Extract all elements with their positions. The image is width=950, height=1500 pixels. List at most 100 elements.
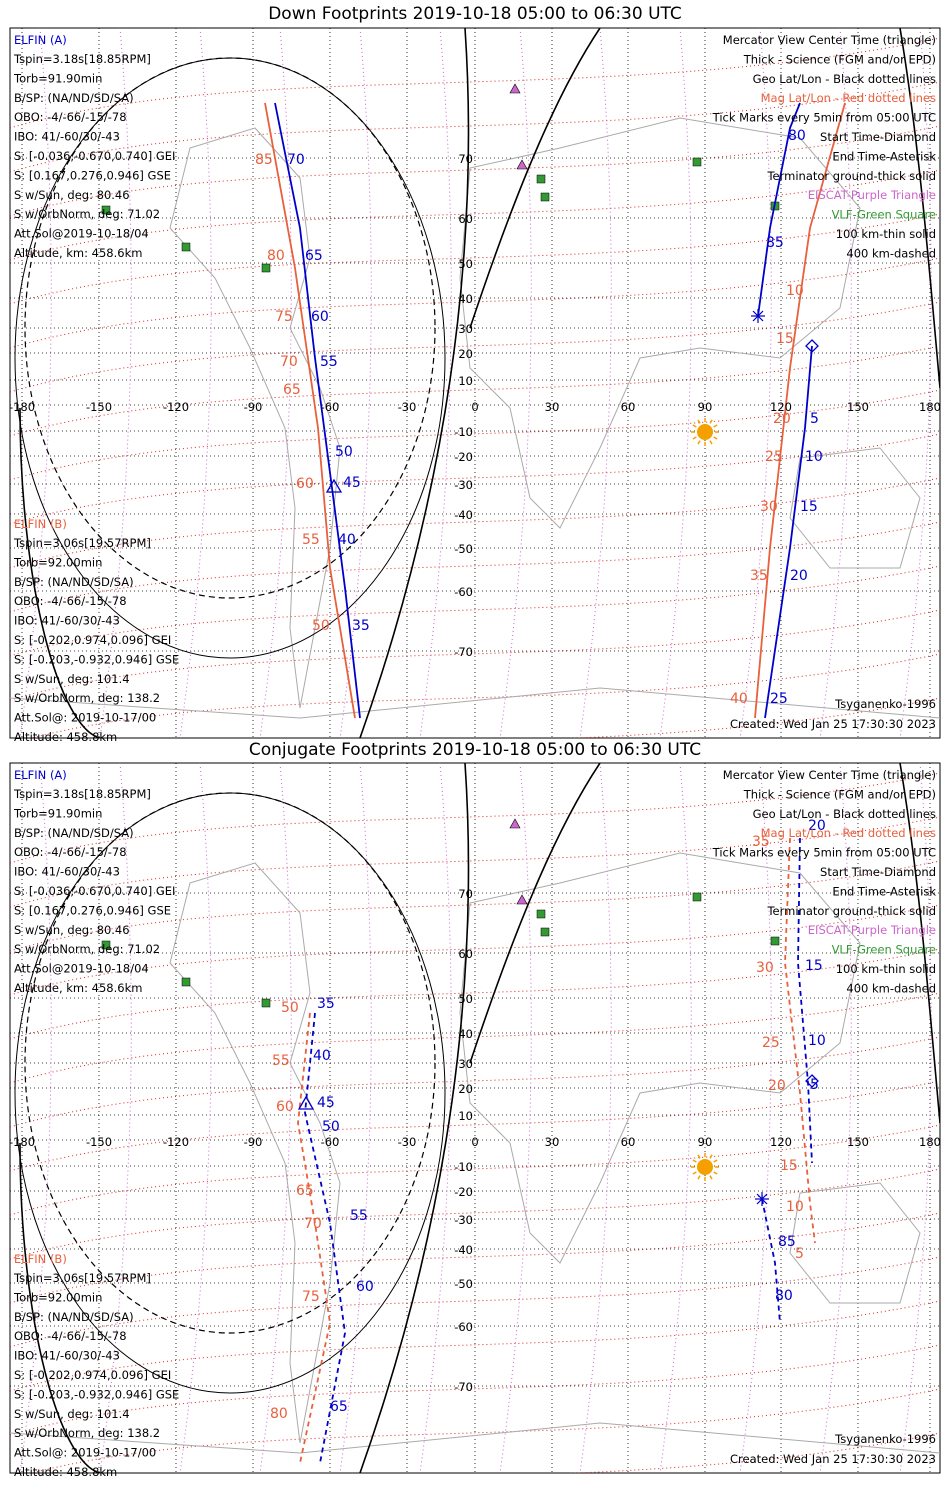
elfin-b-track-asia xyxy=(784,837,816,1244)
lat-tick-label: 70 xyxy=(458,887,473,901)
elfin-a-info-line: S w/Sun, deg: 80.46 xyxy=(14,188,130,202)
eurasia-africa-outline xyxy=(459,117,861,529)
elfin-a-info-line: OBO: -4/-66/-15/-78 xyxy=(14,845,127,859)
lat-tick-label: 40 xyxy=(458,292,473,306)
legend-entry: Terminator ground-thick solid xyxy=(766,904,936,918)
mag-lon-line xyxy=(259,28,292,738)
elfin-b-tick-label: 20 xyxy=(768,1078,786,1094)
lat-tick-label: 50 xyxy=(458,992,473,1006)
map-content: 70 65 60 55 50 45 40 35 80 85 5 10 15 20 25 85 80 75 70 65 6… xyxy=(10,28,940,738)
elfin-b-info-line: Altitude: 458.8km xyxy=(14,730,117,744)
lat-tick-label: -40 xyxy=(454,1243,473,1257)
elfin-a-tick-label: 80 xyxy=(775,1288,793,1304)
elfin-b-tick-label: 25 xyxy=(765,449,783,465)
elfin-b-track-americas xyxy=(264,102,356,719)
elfin-a-tick-label: 65 xyxy=(305,248,323,264)
lon-tick-label: 0 xyxy=(471,1135,478,1149)
lat-tick-label: 10 xyxy=(458,374,473,388)
mag-lon-line xyxy=(579,763,612,1473)
elfin-b-info-line: Att.Sol@: 2019-10-17/00 xyxy=(14,1446,156,1460)
elfin-a-info-line: Torb=91.90min xyxy=(13,806,102,820)
elfin-a-tick-label: 80 xyxy=(788,128,806,144)
elfin-b-tick-label: 15 xyxy=(776,331,794,347)
lat-tick-label: 60 xyxy=(458,947,473,961)
elfin-b-tick-label: 10 xyxy=(786,1199,804,1215)
terminator-line-4 xyxy=(899,763,940,1124)
elfin-a-info-line: IBO: 41/-60/30/-43 xyxy=(14,130,120,144)
mag-lon-line xyxy=(659,28,692,738)
elfin-a-info-line: Tspin=3.18s[18.85RPM] xyxy=(13,787,151,801)
legend-entry: Thick - Science (FGM and/or EPD) xyxy=(743,787,936,801)
lon-tick-label: 180 xyxy=(919,400,941,414)
terminator-line-4 xyxy=(899,28,940,389)
terminator-line-2 xyxy=(469,28,601,329)
lat-tick-label: 70 xyxy=(458,152,473,166)
legend-entry: Mag Lat/Lon - Red dotted lines xyxy=(761,826,936,840)
lat-tick-label: -60 xyxy=(454,585,473,599)
legend-entry: Start Time-Diamond xyxy=(820,865,936,879)
lat-tick-label: 10 xyxy=(458,1109,473,1123)
vlf-square xyxy=(181,977,191,987)
legend-entry: 100 km-thin solid xyxy=(836,227,936,241)
mag-lon-line xyxy=(739,28,772,738)
mag-lon-line xyxy=(339,28,372,738)
elfin-b-info-line: S: [-0.203,-0.932,0.946] GSE xyxy=(14,1387,179,1401)
elfin-a-info-line: Att.Sol@2019-10-18/04 xyxy=(14,227,149,241)
elfin-a-info-line: S w/OrbNorm, deg: 71.02 xyxy=(14,942,160,956)
lat-tick-label: 20 xyxy=(458,1082,473,1096)
antarctica-outline xyxy=(10,687,940,719)
elfin-a-tick-label: 25 xyxy=(770,691,788,707)
elfin-a-tick-label: 40 xyxy=(338,532,356,548)
elfin-b-info-line: Tspin=3.06s[19.57RPM] xyxy=(13,1271,151,1285)
mag-lon-line xyxy=(579,28,612,738)
elfin-b-tick-label: 30 xyxy=(760,499,778,515)
elfin-a-tick-label: 45 xyxy=(343,475,361,491)
elfin-b-tick-label: 15 xyxy=(780,1158,798,1174)
lat-tick-label: -10 xyxy=(454,1160,473,1174)
australia-outline xyxy=(789,1182,921,1304)
elfin-b-info-line: OBO: -4/-66/-15/-78 xyxy=(14,594,127,608)
elfin-b-tick-label: 20 xyxy=(773,411,791,427)
eiscat-triangle xyxy=(509,83,521,94)
elfin-a-tick-label: 85 xyxy=(778,1234,796,1250)
vlf-square xyxy=(692,157,702,167)
elfin-b-tick-label: 30 xyxy=(756,960,774,976)
vlf-square xyxy=(101,205,111,215)
legend-entry: Mercator View Center Time (triangle) xyxy=(723,33,936,47)
elfin-b-tick-label: 70 xyxy=(280,354,298,370)
elfin-b-info-line: B/SP: (NA/ND/SD/SA) xyxy=(14,1310,134,1324)
americas-outline xyxy=(169,862,341,1444)
eiscat-triangle xyxy=(509,818,521,829)
elfin-b-tick-label: 50 xyxy=(281,1000,299,1016)
lat-tick-label: -50 xyxy=(454,1277,473,1291)
lon-tick-label: 90 xyxy=(698,400,713,414)
map-panel-1: 3540455055606520151058580505560657075803… xyxy=(9,762,941,1479)
terminator-line xyxy=(359,28,470,738)
lat-tick-label: -20 xyxy=(454,450,473,464)
elfin-a-tick-label: 15 xyxy=(800,499,818,515)
mag-lon-line xyxy=(259,763,292,1473)
elfin-b-tick-label: 60 xyxy=(296,476,314,492)
lon-tick-label: 60 xyxy=(621,400,636,414)
elfin-a-tick-label: 5 xyxy=(810,411,819,427)
elfin-a-info-line: B/SP: (NA/ND/SD/SA) xyxy=(14,826,134,840)
elfin-b-info-line: B/SP: (NA/ND/SD/SA) xyxy=(14,575,134,589)
terminator-line xyxy=(359,763,470,1473)
elfin-b-info-line: OBO: -4/-66/-15/-78 xyxy=(14,1329,127,1343)
elfin-a-info-line: B/SP: (NA/ND/SD/SA) xyxy=(14,91,134,105)
mag-lon-line xyxy=(179,763,212,1473)
elfin-b-tick-label: 40 xyxy=(730,691,748,707)
created-label: Created: Wed Jan 25 17:30:30 2023 xyxy=(730,1452,936,1466)
elfin-a-tick-label: 20 xyxy=(790,568,808,584)
legend-entry: Geo Lat/Lon - Black dotted lines xyxy=(753,72,936,86)
lon-tick-label: 30 xyxy=(545,1135,560,1149)
elfin-b-header: ELFIN (B) xyxy=(14,517,67,531)
elfin-a-tick-label: 35 xyxy=(352,618,370,634)
map-frame xyxy=(9,27,941,739)
elfin-a-tick-label: 65 xyxy=(330,1399,348,1415)
lat-tick-label: -30 xyxy=(454,1213,473,1227)
terminator-line-2 xyxy=(469,763,601,1064)
mag-lon-line xyxy=(19,763,52,1473)
lon-tick-label: -120 xyxy=(163,400,189,414)
elfin-b-info-line: S w/Sun, deg: 101.4 xyxy=(14,672,130,686)
